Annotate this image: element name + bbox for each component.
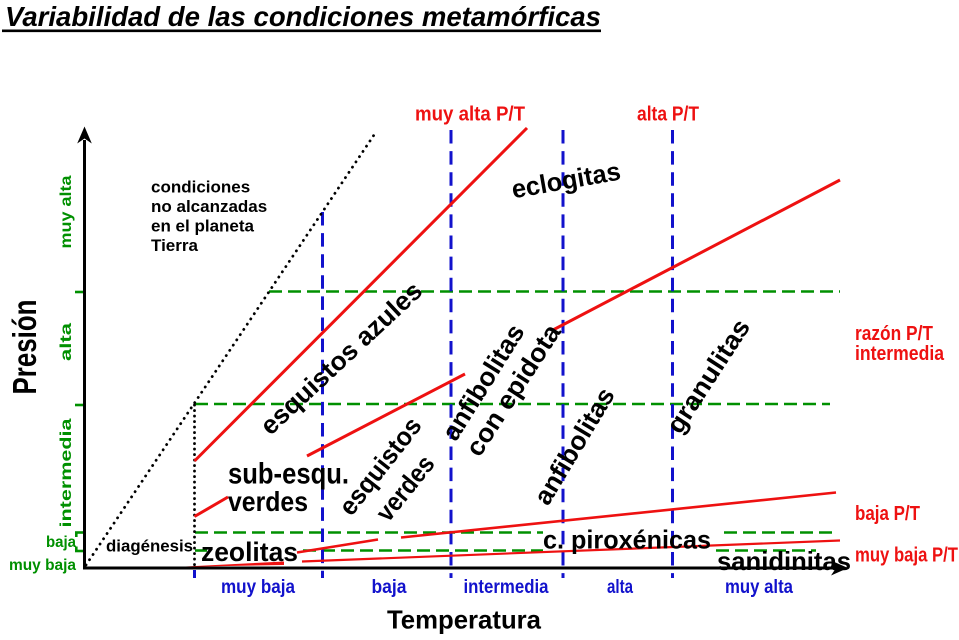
svg-text:baja: baja [372, 577, 407, 598]
svg-text:verdes: verdes [228, 486, 308, 517]
svg-text:condiciones: condiciones [151, 178, 250, 197]
svg-text:muy alta: muy alta [58, 175, 75, 248]
svg-text:baja: baja [46, 534, 76, 551]
svg-text:Temperatura: Temperatura [387, 605, 542, 635]
svg-text:muy alta P/T: muy alta P/T [415, 104, 525, 126]
svg-text:sub-esqu.: sub-esqu. [228, 458, 349, 491]
svg-text:Presión: Presión [6, 300, 43, 395]
svg-text:intermedia: intermedia [58, 418, 75, 527]
svg-text:c. piroxénicas: c. piroxénicas [543, 525, 711, 555]
svg-text:muy baja: muy baja [9, 557, 76, 574]
svg-text:intermedia: intermedia [464, 577, 549, 598]
svg-text:alta: alta [607, 577, 633, 598]
svg-text:razón P/T: razón P/T [855, 323, 933, 345]
svg-text:muy alta: muy alta [725, 577, 793, 598]
svg-text:intermedia: intermedia [855, 343, 945, 365]
svg-text:alta P/T: alta P/T [637, 104, 699, 126]
svg-text:alta: alta [58, 323, 75, 361]
svg-text:diagénesis: diagénesis [106, 537, 193, 556]
svg-text:no alcanzadas: no alcanzadas [151, 197, 267, 216]
svg-text:Variabilidad de las condicione: Variabilidad de las condiciones metamórf… [5, 1, 601, 32]
svg-text:muy baja P/T: muy baja P/T [855, 545, 958, 567]
svg-text:baja P/T: baja P/T [855, 503, 920, 525]
svg-text:en el planeta: en el planeta [151, 217, 255, 236]
svg-text:sanidinitas: sanidinitas [717, 546, 851, 576]
svg-text:muy baja: muy baja [221, 577, 295, 598]
svg-text:Tierra: Tierra [151, 236, 198, 255]
svg-text:zeolitas: zeolitas [201, 537, 298, 567]
